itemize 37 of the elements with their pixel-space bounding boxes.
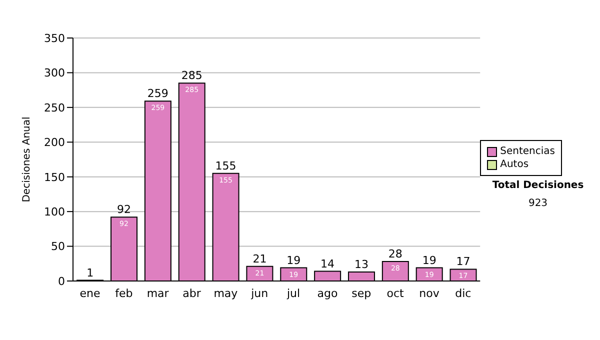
x-tick-label: ene: [80, 286, 100, 300]
total-label: 13: [354, 258, 368, 271]
total-label: 19: [286, 254, 301, 267]
y-tick-label: 250: [44, 101, 65, 114]
total-label: 155: [215, 159, 236, 172]
x-tick-label: nov: [419, 286, 440, 300]
x-tick-label: sep: [352, 286, 372, 300]
text: 923: [527, 198, 549, 209]
total-label: 92: [117, 203, 131, 216]
total-label: 14: [320, 257, 335, 270]
y-tick-label: 200: [44, 136, 65, 150]
x-tick-label: feb: [115, 286, 133, 300]
x-tick-label: dic: [455, 286, 472, 300]
y-tick-label: 0: [58, 274, 65, 288]
total-label: 17: [456, 255, 470, 268]
total-label: 28: [388, 248, 402, 261]
total-label: 21: [252, 252, 267, 266]
total-label: 1: [86, 266, 94, 280]
x-tick-label: abr: [182, 286, 202, 300]
x-tick-label: jun: [250, 286, 268, 300]
total-label: 19: [422, 254, 436, 267]
y-tick-label: 150: [44, 170, 65, 184]
x-tick-label: may: [214, 286, 238, 300]
total-label: 259: [147, 87, 168, 100]
legend-label: Sentencias: [500, 145, 555, 158]
x-tick-label: ago: [317, 286, 338, 300]
y-tick-label: 50: [51, 240, 65, 254]
legend-label: Autos: [500, 158, 529, 171]
x-tick-label: jul: [286, 286, 300, 300]
y-tick-label: 100: [44, 205, 65, 218]
y-tick-label: 300: [44, 66, 65, 80]
text: Total Decisiones: [491, 180, 585, 191]
y-tick-label: 350: [44, 32, 65, 45]
y-axis-title: Decisiones Anual: [22, 116, 33, 202]
x-tick-label: mar: [146, 286, 170, 300]
x-tick-label: oct: [386, 286, 405, 300]
total-label: 285: [181, 69, 202, 82]
